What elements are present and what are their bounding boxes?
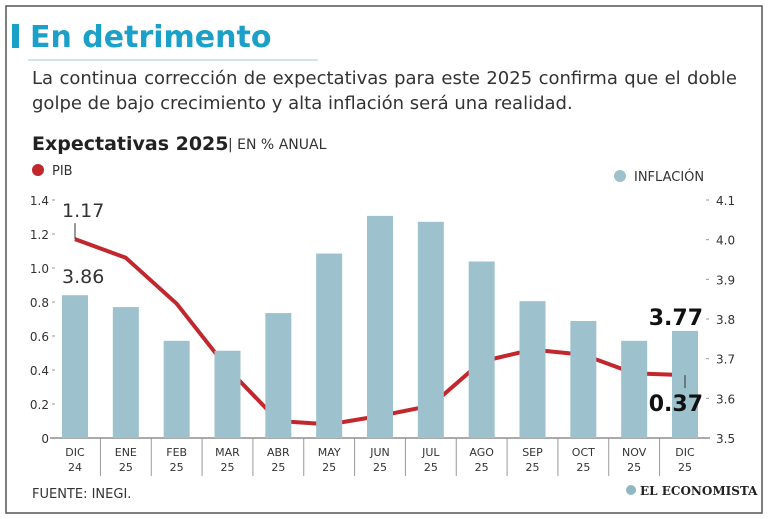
legend-marker xyxy=(32,164,44,176)
y2-tick-label: 3.5 xyxy=(716,432,735,446)
subtitle: La continua corrección de expectativas p… xyxy=(32,68,737,114)
y2-tick-label: 3.9 xyxy=(716,273,735,287)
title-marker xyxy=(12,24,19,48)
x-tick-label: NOV xyxy=(622,446,647,459)
legend-label: PIB xyxy=(52,164,73,179)
x-tick-label: 25 xyxy=(271,461,285,474)
legend-label: INFLACIÓN xyxy=(634,169,704,185)
bar xyxy=(367,215,393,438)
x-tick-label: 25 xyxy=(221,461,235,474)
x-tick-label: DIC xyxy=(675,446,695,459)
bar xyxy=(265,313,292,438)
x-tick-label: 25 xyxy=(475,461,489,474)
x-tick-label: JUL xyxy=(421,446,440,459)
y2-tick-label: 4.0 xyxy=(716,234,735,248)
x-tick-label: 25 xyxy=(373,461,387,474)
x-tick-label: MAY xyxy=(318,446,341,459)
x-tick-label: 25 xyxy=(678,461,692,474)
x-tick-label: JUN xyxy=(369,446,390,459)
x-tick-label: 25 xyxy=(576,461,590,474)
bar xyxy=(417,221,444,438)
logo-icon xyxy=(626,485,636,495)
x-tick-label: 25 xyxy=(119,461,133,474)
y2-tick-label: 3.6 xyxy=(716,392,735,406)
border xyxy=(5,5,763,514)
bar xyxy=(621,340,648,438)
bar xyxy=(163,340,190,438)
y-tick-label: 0 xyxy=(41,432,49,446)
y-tick-label: 1.0 xyxy=(30,262,49,276)
x-tick-label: 25 xyxy=(526,461,540,474)
bar xyxy=(570,320,597,438)
y-tick-label: 1.2 xyxy=(30,228,49,242)
y2-tick-label: 3.8 xyxy=(716,313,735,327)
bar xyxy=(214,350,241,438)
x-tick-label: ABR xyxy=(267,446,290,459)
y-tick-label: 0.4 xyxy=(30,364,49,378)
x-tick-label: FEB xyxy=(166,446,187,459)
value-label: 1.17 xyxy=(62,200,104,222)
page-title: En detrimento xyxy=(30,20,271,55)
source: FUENTE: INEGI. xyxy=(32,487,131,502)
value-label: 3.77 xyxy=(649,306,703,331)
x-tick-label: 25 xyxy=(627,461,641,474)
x-tick-label: 25 xyxy=(424,461,438,474)
legend-marker xyxy=(614,170,626,182)
y2-tick-label: 4.1 xyxy=(716,194,735,208)
y-tick-label: 1.4 xyxy=(30,194,49,208)
y2-tick-label: 3.7 xyxy=(716,353,735,367)
x-tick-label: 25 xyxy=(170,461,184,474)
logo: EL ECONOMISTA xyxy=(640,484,758,498)
x-tick-label: AGO xyxy=(469,446,494,459)
x-tick-label: ENE xyxy=(115,446,137,459)
bar xyxy=(112,307,139,438)
chart-title: Expectativas 2025 xyxy=(32,133,229,155)
bar xyxy=(519,301,546,438)
value-label: 0.37 xyxy=(649,392,703,417)
bar xyxy=(468,261,495,438)
x-tick-label: OCT xyxy=(572,446,595,459)
bar xyxy=(316,253,343,438)
x-tick-label: SEP xyxy=(522,446,543,459)
value-label: 3.86 xyxy=(62,266,104,288)
x-tick-label: MAR xyxy=(215,446,240,459)
y-tick-label: 0.2 xyxy=(30,398,49,412)
chart-unit: | EN % ANUAL xyxy=(228,137,327,153)
y-tick-label: 0.6 xyxy=(30,330,49,344)
y-tick-label: 0.8 xyxy=(30,296,49,310)
bar xyxy=(62,295,88,438)
x-tick-label: 25 xyxy=(322,461,336,474)
x-tick-label: DIC xyxy=(65,446,85,459)
x-tick-label: 24 xyxy=(68,461,82,474)
